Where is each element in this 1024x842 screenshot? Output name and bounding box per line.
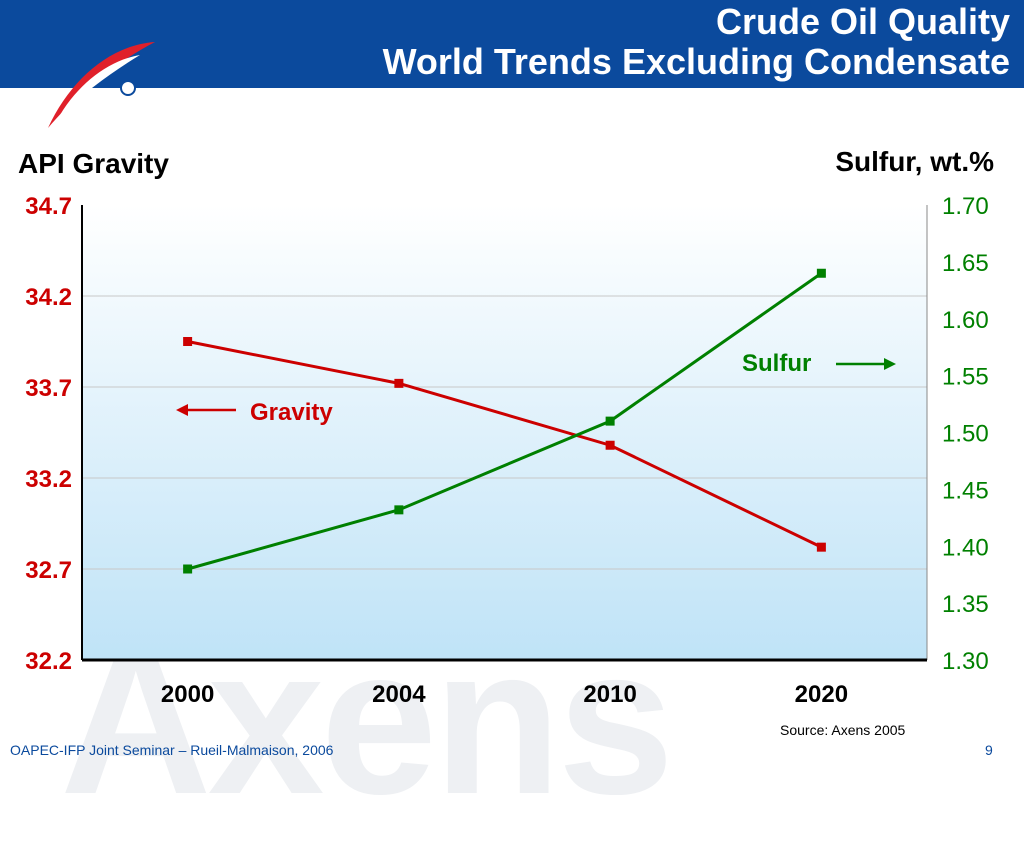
data-point-gravity [183,337,193,346]
x-tick-label: 2010 [583,681,636,708]
sulfur-annotation: Sulfur [742,350,811,377]
source-note: Source: Axens 2005 [780,722,906,738]
data-point-sulfur [816,268,826,278]
right-axis-title: Sulfur, wt.% [835,146,994,177]
page-number: 9 [985,742,993,758]
right-tick-label: 1.60 [942,307,989,334]
plot-area [82,205,927,660]
series-line-gravity [187,340,823,549]
left-tick-label: 32.2 [25,648,72,675]
left-tick-label: 32.7 [25,557,72,584]
gravity-arrowhead-icon [176,404,188,416]
data-point-gravity [394,378,404,388]
right-tick-label: 1.35 [942,591,989,618]
left-tick-label: 33.2 [25,466,72,493]
x-tick-label: 2004 [372,681,426,708]
footer-text: OAPEC-IFP Joint Seminar – Rueil-Malmaiso… [10,742,334,758]
left-axis-title: API Gravity [18,148,169,179]
data-point-gravity [605,440,615,450]
x-tick-label: 2020 [795,681,848,708]
data-point-sulfur [394,505,404,515]
data-point-sulfur [605,416,615,426]
title-line-1: Crude Oil Quality [715,1,1010,42]
right-tick-label: 1.65 [942,250,989,277]
right-tick-label: 1.55 [942,364,989,391]
left-tick-label: 34.2 [25,284,72,311]
series-line-sulfur [187,272,823,571]
IFP-logo-icon [48,42,155,128]
chart: 34.7 34.2 33.7 33.2 32.7 32.2 1.70 1.65 1.60 1.5… [25,193,989,708]
gravity-annotation: Gravity [250,399,333,426]
right-tick-label: 1.30 [942,648,989,675]
left-tick-label: 34.7 [25,193,72,220]
right-tick-label: 1.45 [942,477,989,504]
data-point-gravity [816,542,826,552]
right-tick-label: 1.70 [942,193,989,220]
sulfur-arrowhead-icon [884,358,896,370]
right-tick-label: 1.40 [942,534,989,561]
title-line-2: World Trends Excluding Condensate [382,41,1010,82]
right-tick-label: 1.50 [942,421,989,448]
x-tick-label: 2000 [161,681,214,708]
data-point-sulfur [183,564,193,574]
left-tick-label: 33.7 [25,375,72,402]
title-banner: Crude Oil Quality World Trends Excluding… [0,0,1024,88]
